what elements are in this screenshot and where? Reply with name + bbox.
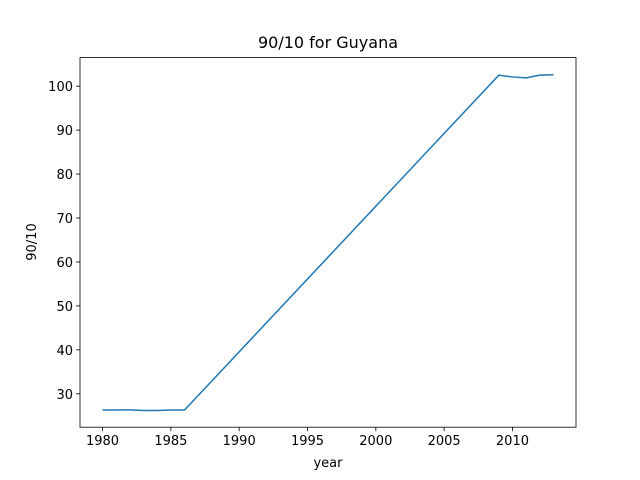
x-axis-label: year [313, 456, 343, 471]
x-tick-label: 2010 [496, 434, 529, 449]
x-tick-label: 1980 [86, 434, 119, 449]
y-tick-label: 40 [56, 344, 73, 359]
x-tick-label: 1995 [291, 434, 324, 449]
y-tick-label: 70 [56, 212, 73, 227]
x-tick-label: 2000 [359, 434, 392, 449]
plot-frame [79, 57, 577, 428]
y-tick-label: 50 [56, 300, 73, 315]
x-tick-label: 1985 [154, 434, 187, 449]
chart-title: 90/10 for Guyana [258, 33, 398, 52]
x-tick-label: 2005 [428, 434, 461, 449]
y-tick-label: 30 [56, 388, 73, 403]
y-axis-label: 90/10 [25, 223, 40, 260]
x-tick-label: 1990 [223, 434, 256, 449]
y-tick-label: 90 [56, 124, 73, 139]
y-tick-label: 100 [48, 80, 73, 95]
data-line [102, 73, 554, 412]
y-tick-label: 60 [56, 256, 73, 271]
y-tick-label: 80 [56, 168, 73, 183]
